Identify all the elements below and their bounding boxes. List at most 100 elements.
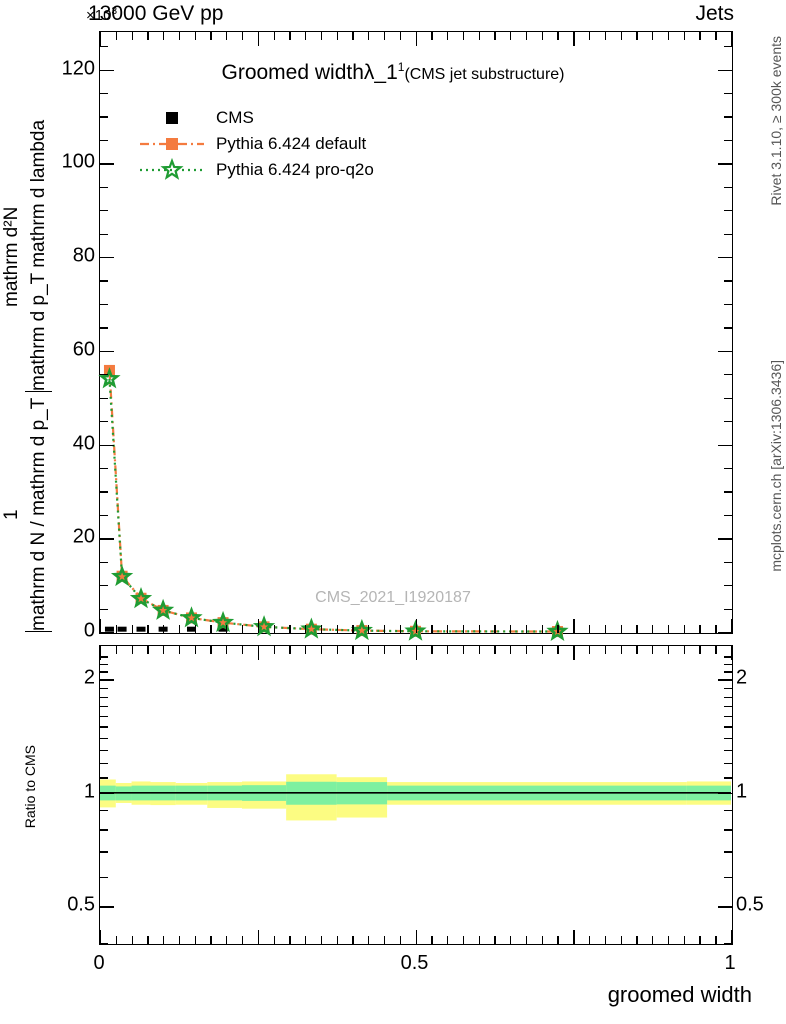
x-tick-main (462, 625, 465, 633)
y-tick-label-ratio-right: 2 (736, 666, 748, 689)
x-tick-ratio (100, 930, 102, 944)
x-tick-main (226, 32, 228, 40)
y-tick-main (724, 233, 732, 235)
x-tick-ratio (478, 936, 480, 944)
x-tick-ratio (478, 646, 480, 654)
x-tick-main (415, 32, 417, 46)
y-axis-title-numerator-2: mathrm d²N (1, 206, 22, 307)
plot-title-main: Groomed width (221, 61, 364, 84)
y-tick-ratio (100, 737, 108, 739)
x-tick-main (163, 32, 165, 40)
x-tick-main (194, 32, 196, 40)
x-tick-main (683, 32, 685, 40)
analysis-category-label: Jets (695, 2, 734, 25)
x-tick-ratio (731, 930, 733, 944)
y-tick-label-ratio-right: 1 (736, 780, 748, 803)
x-tick-ratio (257, 646, 260, 660)
x-tick-main (604, 625, 607, 633)
x-tick-ratio (557, 646, 559, 654)
x-tick-main (431, 625, 433, 633)
x-tick-ratio (510, 936, 512, 944)
y-tick-main (100, 491, 108, 493)
y-tick-label-main: 80 (72, 244, 95, 267)
marker-1-3 (157, 604, 169, 616)
x-tick-main (147, 625, 149, 633)
x-tick-main (336, 625, 338, 633)
legend-label-1: Pythia 6.424 default (216, 134, 367, 153)
x-tick-ratio (147, 936, 149, 944)
x-tick-ratio (383, 646, 386, 654)
y-tick-ratio (100, 687, 108, 689)
y-tick-main (724, 92, 732, 95)
x-tick-main (431, 32, 433, 40)
y-tick-main (100, 233, 108, 235)
x-tick-ratio (715, 646, 717, 654)
x-tick-ratio (620, 646, 622, 654)
y-tick-ratio (724, 777, 732, 779)
x-tick-ratio (163, 936, 165, 944)
legend-key-square-icon (140, 134, 204, 154)
x-tick-ratio (399, 936, 402, 944)
y-tick-main (724, 327, 732, 329)
marker-2-0 (98, 367, 121, 389)
x-tick-ratio (320, 936, 323, 944)
x-tick-main (478, 32, 480, 40)
marker-1-7 (305, 623, 317, 635)
x-tick-main (494, 32, 496, 40)
y-tick-ratio (724, 726, 732, 728)
x-tick-main (652, 32, 654, 40)
legend-item-0[interactable]: CMS (140, 105, 374, 131)
y-tick-main (100, 92, 108, 95)
y-tick-ratio (100, 749, 108, 752)
y-tick-main (100, 69, 114, 71)
x-tick-ratio (447, 646, 449, 654)
x-tick-main (163, 625, 165, 633)
y-axis-scale-multiplier: ×103 (86, 6, 118, 24)
y-tick-main (100, 397, 108, 399)
x-tick-ratio (115, 646, 118, 654)
x-tick-main (226, 625, 228, 633)
ratio-plot-panel (99, 645, 733, 945)
x-tick-ratio (667, 646, 670, 654)
mcplots-reference-note: mcplots.cern.ch [arXiv:1306.3436] (768, 360, 784, 572)
y-tick-label-ratio-left: 2 (83, 666, 95, 689)
y-tick-ratio (100, 777, 108, 779)
x-tick-main (447, 625, 449, 633)
y-tick-main (718, 163, 732, 165)
x-tick-main (131, 32, 133, 40)
x-tick-ratio (462, 936, 465, 944)
x-tick-main (273, 32, 275, 40)
x-tick-ratio (226, 646, 228, 654)
legend-item-2[interactable]: Pythia 6.424 pro-q2o (140, 157, 374, 183)
x-tick-main (194, 625, 196, 633)
x-tick-main (525, 32, 528, 40)
y-tick-ratio (724, 810, 732, 812)
y-tick-main (100, 421, 108, 423)
y-tick-main (724, 585, 732, 587)
x-tick-ratio (289, 646, 291, 654)
x-tick-main (510, 625, 512, 633)
x-tick-ratio (131, 646, 133, 654)
y-tick-ratio (100, 876, 108, 878)
y-tick-main (100, 303, 108, 306)
y-tick-ratio (718, 906, 732, 908)
x-tick-ratio (494, 936, 496, 944)
x-tick-main (525, 625, 528, 633)
x-tick-ratio (194, 646, 196, 654)
x-tick-main (494, 625, 496, 633)
x-tick-ratio (541, 646, 543, 654)
y-tick-ratio (724, 687, 732, 689)
plot-title: Groomed widthλ_11(CMS jet substructure) (0, 60, 786, 85)
y-tick-label-main: 100 (61, 150, 95, 173)
y-tick-ratio (100, 906, 114, 908)
legend-item-1[interactable]: Pythia 6.424 default (140, 131, 374, 157)
x-tick-main (573, 32, 575, 46)
x-tick-ratio (683, 646, 685, 654)
x-tick-ratio (147, 646, 149, 654)
marker-1-4 (185, 612, 197, 624)
x-tick-main (305, 32, 307, 40)
x-tick-main (305, 625, 307, 633)
x-tick-ratio (573, 646, 575, 660)
y-tick-label-main: 0 (83, 619, 95, 642)
y-tick-ratio (724, 656, 732, 658)
